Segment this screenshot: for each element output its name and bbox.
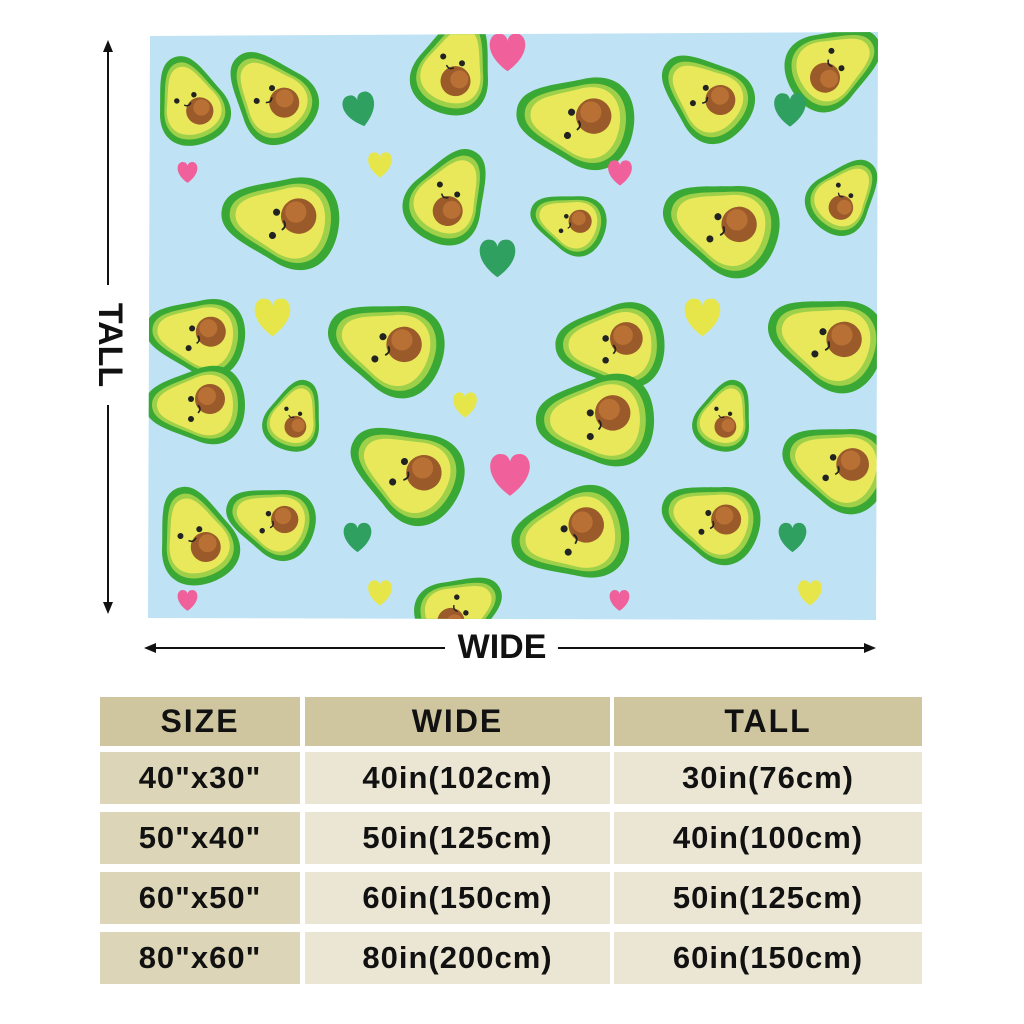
table-cell: 40in(100cm) <box>614 812 922 864</box>
table-cell: 50in(125cm) <box>614 872 922 924</box>
table-cell: 50in(125cm) <box>305 812 610 864</box>
table-cell: 60"x50" <box>100 872 300 924</box>
table-cell: 40"x30" <box>100 752 300 804</box>
wide-arrow <box>144 643 876 653</box>
tall-label: TALL <box>91 303 129 387</box>
blanket <box>148 32 878 620</box>
table-cell: 80"x60" <box>100 932 300 984</box>
product-image: TALL WIDE <box>91 32 878 666</box>
wide-label: WIDE <box>458 628 547 666</box>
header-cell: SIZE <box>100 697 300 746</box>
tall-arrow <box>103 40 113 614</box>
table-cell: 80in(200cm) <box>305 932 610 984</box>
header-cell: WIDE <box>305 697 610 746</box>
header-cell: TALL <box>614 697 922 746</box>
table-cell: 40in(102cm) <box>305 752 610 804</box>
table-cell: 60in(150cm) <box>305 872 610 924</box>
table-cell: 60in(150cm) <box>614 932 922 984</box>
table-cell: 50"x40" <box>100 812 300 864</box>
table-cell: 30in(76cm) <box>614 752 922 804</box>
